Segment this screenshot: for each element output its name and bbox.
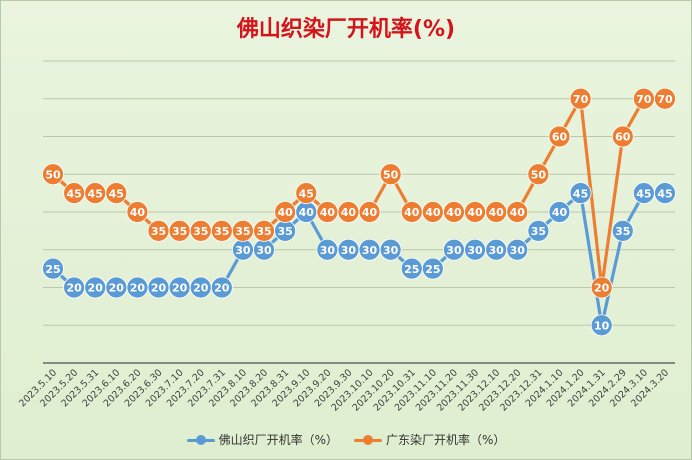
data-label: 45 xyxy=(573,187,588,200)
data-label: 35 xyxy=(615,225,630,238)
data-label: 50 xyxy=(531,168,547,181)
data-point xyxy=(253,219,275,242)
data-label: 40 xyxy=(404,206,420,219)
data-point xyxy=(569,87,592,110)
legend-item-foshan[interactable]: 佛山织厂开机率（%） xyxy=(186,431,338,448)
data-point xyxy=(654,87,676,110)
data-point xyxy=(654,182,676,205)
data-label: 25 xyxy=(425,263,440,276)
data-point xyxy=(611,219,634,242)
data-label: 20 xyxy=(88,282,104,295)
legend-swatch-foshan xyxy=(186,434,215,445)
chart-title: 佛山织染厂开机率(%) xyxy=(236,17,456,42)
data-label: 30 xyxy=(362,244,378,257)
data-point xyxy=(274,201,297,223)
data-label: 40 xyxy=(320,206,336,219)
data-point xyxy=(527,219,550,242)
data-label: 30 xyxy=(446,244,462,257)
data-label: 40 xyxy=(489,206,505,219)
data-point xyxy=(421,257,444,280)
data-label: 70 xyxy=(573,93,589,106)
legend: 佛山织厂开机率（%） 广东染厂开机率（%） xyxy=(1,431,691,448)
data-label: 30 xyxy=(256,244,272,257)
data-label: 10 xyxy=(594,319,610,332)
data-label: 70 xyxy=(657,93,673,106)
legend-label-guangdong: 广东染厂开机率（%） xyxy=(386,433,506,447)
data-label: 40 xyxy=(467,206,483,219)
data-label: 40 xyxy=(446,206,462,219)
data-label: 40 xyxy=(299,206,315,219)
data-label: 25 xyxy=(45,263,60,276)
data-label: 30 xyxy=(341,244,357,257)
line-chart: 2023.5.102023.5.202023.5.312023.6.102023… xyxy=(17,60,676,414)
data-label: 50 xyxy=(45,168,61,181)
data-point xyxy=(548,201,571,223)
data-label: 35 xyxy=(151,225,166,238)
data-label: 35 xyxy=(531,225,546,238)
data-point xyxy=(569,182,592,205)
data-point xyxy=(379,163,402,186)
data-label: 30 xyxy=(383,244,399,257)
data-point xyxy=(295,182,318,205)
data-point xyxy=(42,163,64,186)
data-label: 20 xyxy=(151,282,167,295)
data-point xyxy=(379,238,402,261)
data-label: 45 xyxy=(66,187,81,200)
data-label: 45 xyxy=(299,187,314,200)
data-label: 70 xyxy=(636,93,652,106)
data-label: 20 xyxy=(193,282,209,295)
data-label: 35 xyxy=(172,225,187,238)
data-point xyxy=(42,257,64,280)
data-label: 20 xyxy=(594,282,610,295)
data-label: 30 xyxy=(320,244,336,257)
data-point xyxy=(611,125,634,148)
data-point xyxy=(590,276,613,299)
data-label: 30 xyxy=(467,244,483,257)
data-label: 20 xyxy=(172,282,188,295)
data-label: 40 xyxy=(362,206,378,219)
data-label: 60 xyxy=(552,131,568,144)
data-label: 25 xyxy=(404,263,419,276)
data-point xyxy=(210,276,233,299)
data-label: 20 xyxy=(66,282,82,295)
data-label: 40 xyxy=(341,206,357,219)
legend-label-foshan: 佛山织厂开机率（%） xyxy=(218,433,338,447)
data-label: 45 xyxy=(88,187,103,200)
data-label: 40 xyxy=(510,206,526,219)
data-label: 45 xyxy=(657,187,672,200)
data-label: 35 xyxy=(256,225,271,238)
legend-item-guangdong[interactable]: 广东染厂开机率（%） xyxy=(354,431,505,448)
data-label: 35 xyxy=(214,225,229,238)
legend-swatch-guangdong xyxy=(354,434,382,445)
data-point xyxy=(590,314,613,337)
data-label: 40 xyxy=(552,206,568,219)
data-label: 20 xyxy=(130,282,146,295)
data-point xyxy=(506,238,529,261)
data-label: 40 xyxy=(425,206,441,219)
data-point xyxy=(548,125,571,148)
data-label: 40 xyxy=(277,206,293,219)
data-label: 40 xyxy=(130,206,146,219)
data-label: 20 xyxy=(214,282,230,295)
data-point xyxy=(105,182,128,205)
data-label: 30 xyxy=(489,244,505,257)
data-label: 60 xyxy=(615,131,631,144)
data-label: 50 xyxy=(383,168,399,181)
data-label: 35 xyxy=(277,225,292,238)
data-point xyxy=(506,201,529,223)
data-label: 35 xyxy=(235,225,250,238)
data-label: 30 xyxy=(235,244,251,257)
data-label: 35 xyxy=(193,225,208,238)
data-label: 30 xyxy=(510,244,526,257)
data-point xyxy=(358,201,381,223)
data-label: 45 xyxy=(636,187,651,200)
data-point xyxy=(527,163,550,186)
data-label: 45 xyxy=(109,187,124,200)
data-label: 20 xyxy=(109,282,125,295)
data-point xyxy=(126,201,149,223)
